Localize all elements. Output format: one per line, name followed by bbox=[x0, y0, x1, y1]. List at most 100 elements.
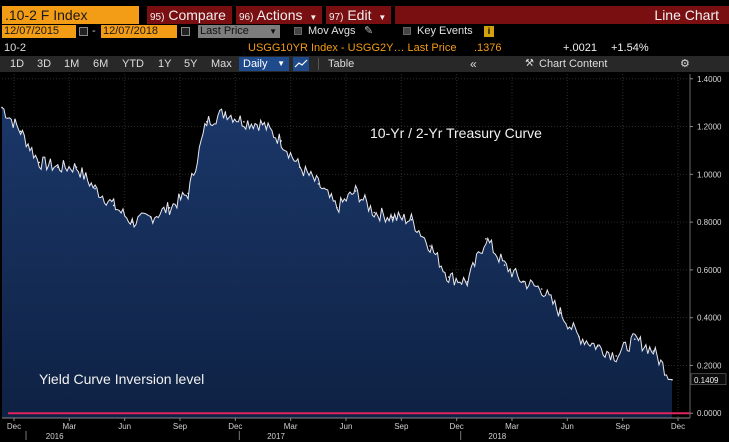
data-point bbox=[131, 221, 134, 223]
actions-label: Actions bbox=[256, 7, 303, 23]
frequency-label: Daily bbox=[243, 58, 268, 70]
data-point bbox=[559, 312, 562, 314]
mov-avgs-label: Mov Avgs bbox=[308, 25, 356, 37]
x-tick-label: Sep bbox=[394, 422, 409, 431]
data-point bbox=[75, 166, 78, 168]
range-1d-button[interactable]: 1D bbox=[10, 58, 25, 70]
last-value-box bbox=[690, 373, 727, 386]
date-separator: - bbox=[92, 25, 96, 37]
x-tick-label: Sep bbox=[173, 422, 188, 431]
range-max-button[interactable]: Max bbox=[211, 58, 232, 70]
compare-number: 95) bbox=[150, 12, 165, 23]
data-point bbox=[336, 206, 338, 209]
series-area bbox=[2, 107, 672, 418]
compare-button[interactable]: 95) Compare bbox=[147, 6, 232, 24]
edit-menu[interactable]: 97) Edit ▼ bbox=[326, 6, 391, 24]
data-point bbox=[410, 218, 413, 221]
settings-bar: 12/07/2015 - 12/07/2018 Last Price ▼ Mov… bbox=[0, 25, 729, 39]
key-events-checkbox[interactable] bbox=[403, 27, 411, 35]
range-ytd-button[interactable]: YTD bbox=[122, 58, 144, 70]
x-tick-label: Mar bbox=[505, 422, 519, 431]
range-5y-button[interactable]: 5Y bbox=[184, 58, 198, 70]
y-tick-label: 0.4000 bbox=[697, 314, 722, 323]
table-button[interactable]: Table bbox=[328, 58, 355, 70]
x-tick-label: Mar bbox=[62, 422, 76, 431]
toolbar-fill bbox=[395, 6, 729, 24]
chart-area: 1.4000 1.2000 1.0000 0.8000 0.6000 0.4000 0.20… bbox=[0, 72, 729, 442]
data-point bbox=[38, 161, 41, 164]
x-tick-label: Dec bbox=[7, 422, 21, 431]
frequency-select[interactable]: Daily ▼ bbox=[239, 57, 289, 71]
main-toolbar: .10-2 F Index 95) Compare 96) Actions ▼ … bbox=[0, 4, 729, 25]
data-point bbox=[373, 211, 376, 214]
percent-change: +1.54% bbox=[611, 42, 649, 54]
chart-title: 10-Yr / 2-Yr Treasury Curve bbox=[370, 125, 542, 141]
calendar-icon[interactable] bbox=[181, 27, 190, 36]
data-point bbox=[466, 281, 469, 283]
collapse-left-icon[interactable]: « bbox=[470, 57, 477, 71]
data-point bbox=[261, 123, 264, 125]
line-chart[interactable]: 1.4000 1.2000 1.0000 0.8000 0.6000 0.4000 0.20… bbox=[0, 72, 729, 442]
data-point bbox=[503, 264, 506, 266]
data-point bbox=[671, 378, 673, 381]
line-style-icon[interactable] bbox=[293, 57, 309, 71]
series-description: USGG10YR Index - USGG2Y… Last Price bbox=[248, 42, 457, 54]
data-point bbox=[243, 120, 245, 123]
price-field-select[interactable]: Last Price ▼ bbox=[198, 25, 280, 38]
compare-label: Compare bbox=[168, 7, 226, 23]
data-point bbox=[447, 276, 450, 278]
edit-number: 97) bbox=[329, 12, 344, 23]
series-info-bar: 10-2 USGG10YR Index - USGG2Y… Last Price… bbox=[0, 40, 729, 56]
range-bar: 1D 3D 1M 6M YTD 1Y 5Y Max Daily ▼ Table … bbox=[0, 56, 729, 72]
wrench-icon[interactable]: ⚒ bbox=[525, 58, 534, 69]
x-tick-label: Dec bbox=[671, 422, 685, 431]
data-point bbox=[429, 245, 431, 247]
y-tick-label: 0.2000 bbox=[697, 361, 722, 370]
chart-content-button[interactable]: Chart Content bbox=[539, 58, 608, 70]
x-tick-label: Sep bbox=[616, 422, 631, 431]
data-point bbox=[280, 140, 282, 142]
range-1y-button[interactable]: 1Y bbox=[158, 58, 172, 70]
key-events-label: Key Events bbox=[417, 25, 473, 37]
pencil-icon[interactable]: ✎ bbox=[364, 25, 374, 37]
x-tick-label: Dec bbox=[228, 422, 242, 431]
ticker-label: 10-2 bbox=[4, 42, 27, 54]
y-tick-label: 1.2000 bbox=[697, 123, 722, 132]
actions-menu[interactable]: 96) Actions ▼ bbox=[236, 6, 322, 24]
y-tick-label: 0.0000 bbox=[697, 409, 722, 418]
data-point bbox=[615, 355, 617, 357]
security-field[interactable]: .10-2 F Index bbox=[2, 6, 139, 24]
y-tick-label: 0.8000 bbox=[697, 218, 722, 227]
calendar-icon[interactable] bbox=[79, 27, 88, 36]
data-point bbox=[187, 192, 189, 195]
start-date-field[interactable]: 12/07/2015 bbox=[2, 25, 76, 38]
last-value-label: 0.1409 bbox=[694, 376, 719, 385]
year-label: 2016 bbox=[46, 432, 64, 441]
range-6m-button[interactable]: 6M bbox=[93, 58, 109, 70]
edit-label: Edit bbox=[347, 7, 372, 23]
range-3d-button[interactable]: 3D bbox=[37, 58, 52, 70]
price-field-label: Last Price bbox=[200, 25, 249, 37]
data-point bbox=[354, 190, 357, 192]
x-tick-label: Mar bbox=[284, 422, 298, 431]
ticker-strip bbox=[0, 0, 729, 4]
data-point bbox=[485, 238, 487, 240]
data-point bbox=[57, 166, 59, 168]
chart-view-title: Line Chart bbox=[654, 7, 719, 23]
end-date-field[interactable]: 12/07/2018 bbox=[101, 25, 177, 38]
data-point bbox=[168, 206, 171, 209]
mov-avgs-checkbox[interactable] bbox=[294, 27, 302, 35]
data-point bbox=[596, 345, 599, 348]
data-point bbox=[224, 111, 227, 114]
info-icon[interactable]: i bbox=[484, 26, 494, 37]
x-tick-label: Dec bbox=[450, 422, 464, 431]
chevron-down-icon: ▼ bbox=[309, 13, 318, 22]
data-point bbox=[540, 288, 543, 290]
range-1m-button[interactable]: 1M bbox=[64, 58, 80, 70]
data-point bbox=[633, 338, 636, 340]
year-label: 2017 bbox=[267, 432, 285, 441]
y-axis-panel bbox=[690, 74, 729, 418]
y-tick-label: 1.4000 bbox=[697, 75, 722, 84]
gear-icon[interactable]: ⚙ bbox=[680, 58, 690, 70]
actions-number: 96) bbox=[239, 12, 254, 23]
